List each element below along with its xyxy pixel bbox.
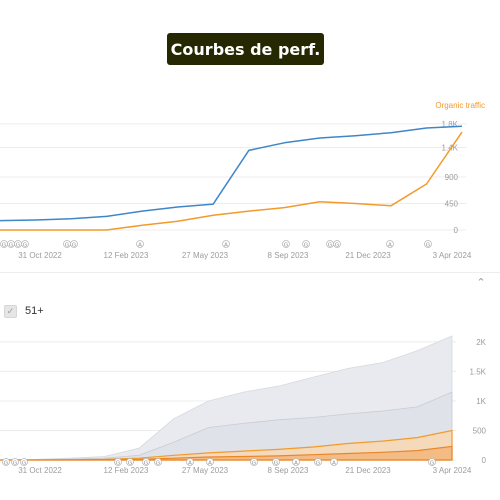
svg-text:G: G	[65, 242, 69, 248]
svg-text:G: G	[430, 460, 434, 466]
axis-title: Organic traffic	[435, 101, 485, 110]
x-tick-label: 3 Apr 2024	[433, 466, 472, 475]
annotation-marker-icon[interactable]: G	[302, 240, 310, 249]
svg-text:G: G	[156, 460, 160, 466]
svg-text:G: G	[116, 460, 120, 466]
svg-text:A: A	[388, 242, 392, 248]
annotation-marker-icon[interactable]: A	[292, 458, 300, 467]
series-line-orange	[0, 131, 463, 231]
svg-text:G: G	[252, 460, 256, 466]
svg-text:G: G	[128, 460, 132, 466]
page-title-badge: Courbes de perf.	[167, 33, 324, 65]
x-tick-label: 12 Feb 2023	[104, 251, 149, 260]
svg-text:G: G	[335, 242, 339, 248]
area-series-2	[0, 391, 453, 461]
svg-text:G: G	[23, 242, 27, 248]
svg-text:G: G	[2, 242, 6, 248]
page-title: Courbes de perf.	[170, 39, 321, 59]
y-tick-label: 1.5K	[470, 367, 487, 376]
svg-text:G: G	[328, 242, 332, 248]
x-tick-label: 31 Oct 2022	[18, 466, 62, 475]
annotation-marker-icon[interactable]: A	[330, 458, 338, 467]
y-tick-label: 1.4K	[442, 143, 459, 152]
annotation-marker-icon[interactable]: G	[282, 240, 290, 249]
section-divider	[0, 272, 500, 273]
svg-text:A: A	[138, 242, 142, 248]
svg-text:G: G	[144, 460, 148, 466]
x-tick-label: 12 Feb 2023	[104, 466, 149, 475]
svg-text:G: G	[16, 242, 20, 248]
y-tick-label: 500	[473, 426, 487, 435]
x-tick-label: 8 Sep 2023	[268, 251, 309, 260]
area-series-4	[0, 445, 453, 461]
annotation-marker-icon[interactable]: A	[222, 240, 230, 249]
svg-text:G: G	[22, 460, 26, 466]
x-tick-label: 31 Oct 2022	[18, 251, 62, 260]
annotation-marker-icon[interactable]: G	[326, 240, 334, 249]
legend-row: ✓ 51+	[4, 302, 44, 320]
annotation-marker-icon[interactable]: G	[154, 458, 162, 467]
annotation-marker-icon[interactable]: G	[424, 240, 432, 249]
x-tick-label: 27 May 2023	[182, 251, 229, 260]
y-tick-label: 1.8K	[442, 120, 459, 129]
annotation-marker-icon[interactable]: G	[428, 458, 436, 467]
x-tick-label: 8 Sep 2023	[268, 466, 309, 475]
annotation-marker-icon[interactable]: G	[21, 240, 29, 249]
legend-checkbox-icon[interactable]: ✓	[4, 304, 17, 318]
svg-text:G: G	[426, 242, 430, 248]
legend-label: 51+	[25, 305, 44, 317]
annotation-marker-icon[interactable]: A	[206, 458, 214, 467]
svg-text:A: A	[208, 460, 212, 466]
svg-text:G: G	[304, 242, 308, 248]
y-tick-label: 0	[454, 226, 459, 235]
svg-text:A: A	[224, 242, 228, 248]
annotation-marker-icon[interactable]: G	[272, 458, 280, 467]
x-tick-label: 27 May 2023	[182, 466, 229, 475]
svg-text:G: G	[72, 242, 76, 248]
annotation-marker-icon[interactable]: G	[126, 458, 134, 467]
svg-text:G: G	[9, 242, 13, 248]
annotation-marker-icon[interactable]: G	[250, 458, 258, 467]
y-tick-label: 450	[445, 199, 459, 208]
annotation-marker-icon[interactable]: A	[186, 458, 194, 467]
svg-text:G: G	[284, 242, 288, 248]
y-tick-label: 0	[482, 456, 487, 465]
svg-text:A: A	[294, 460, 298, 466]
annotation-marker-icon[interactable]: G	[20, 458, 28, 467]
y-tick-label: 2K	[476, 338, 486, 347]
x-tick-label: 21 Dec 2023	[345, 466, 391, 475]
svg-text:G: G	[4, 460, 8, 466]
y-tick-label: 900	[445, 173, 459, 182]
annotation-marker-icon[interactable]: G	[70, 240, 78, 249]
series-line-blue	[0, 125, 463, 222]
annotation-marker-icon[interactable]: A	[136, 240, 144, 249]
svg-text:G: G	[274, 460, 278, 466]
annotation-marker-icon[interactable]: G	[142, 458, 150, 467]
annotation-marker-icon[interactable]: G	[333, 240, 341, 249]
annotation-marker-icon[interactable]: G	[114, 458, 122, 467]
annotation-marker-icon[interactable]: G	[314, 458, 322, 467]
x-tick-label: 21 Dec 2023	[345, 251, 391, 260]
svg-text:G: G	[13, 460, 17, 466]
svg-text:A: A	[332, 460, 336, 466]
x-tick-label: 3 Apr 2024	[433, 251, 472, 260]
collapse-chevron-icon[interactable]: ⌃	[476, 277, 486, 289]
annotation-marker-icon[interactable]: A	[386, 240, 394, 249]
y-tick-label: 1K	[476, 397, 486, 406]
svg-text:A: A	[188, 460, 192, 466]
annotation-marker-icon[interactable]: G	[11, 458, 19, 467]
annotation-marker-icon[interactable]: G	[2, 458, 10, 467]
svg-text:G: G	[316, 460, 320, 466]
annotation-marker-icon[interactable]: G	[7, 240, 15, 249]
